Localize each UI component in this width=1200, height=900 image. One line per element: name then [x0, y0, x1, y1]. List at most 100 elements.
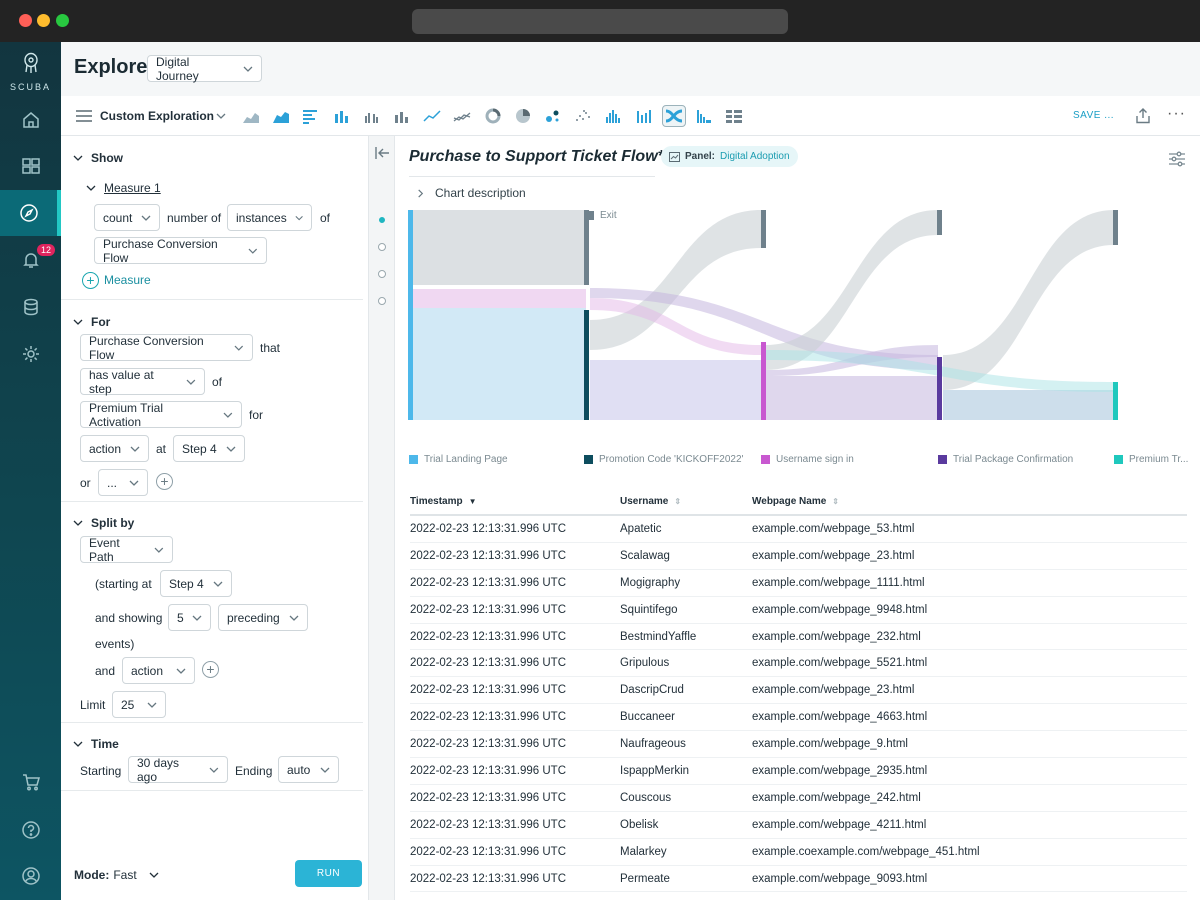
legend-item-username-sign-in[interactable]: Username sign in	[761, 454, 854, 465]
sankey-node-exit[interactable]	[937, 210, 942, 235]
collapse-panel-icon[interactable]	[375, 146, 391, 160]
table-row[interactable]: 2022-02-23 12:13:31.996 UTC Naufrageous ex…	[410, 731, 1187, 759]
sankey-node-exit[interactable]	[584, 210, 589, 285]
flow-link[interactable]	[943, 210, 1114, 390]
nav-explore[interactable]	[0, 190, 61, 236]
donut-chart-chart-type-button[interactable]	[481, 105, 505, 127]
column-header-username[interactable]: Username ⇕	[620, 496, 681, 507]
flow-link[interactable]	[413, 210, 586, 285]
table-row[interactable]: 2022-02-23 12:13:31.996 UTC Permeate examp…	[410, 866, 1187, 893]
or-value-select[interactable]: ...	[98, 469, 148, 496]
table-chart-type-button[interactable]	[722, 105, 746, 127]
more-options-button[interactable]: ···	[1167, 105, 1186, 122]
close-window-button[interactable]	[19, 14, 32, 27]
filter-step-select[interactable]: Step 4	[173, 435, 245, 462]
aggregate-select[interactable]: count	[94, 204, 160, 231]
bubble-chart-chart-type-button[interactable]	[541, 105, 565, 127]
time-section-header[interactable]: Time	[73, 737, 119, 751]
table-row[interactable]: 2022-02-23 12:13:31.996 UTC DascripCrud ex…	[410, 677, 1187, 705]
chevron-down-icon[interactable]	[216, 111, 226, 121]
limit-select[interactable]: 25	[112, 691, 166, 718]
sankey-node-exit[interactable]	[761, 210, 766, 248]
flow-link[interactable]	[943, 390, 1114, 420]
save-button[interactable]: SAVE ...	[1073, 110, 1115, 121]
time-end-select[interactable]: auto	[278, 756, 339, 783]
time-start-select[interactable]: 30 days ago	[128, 756, 228, 784]
histogram-chart-type-button[interactable]	[601, 105, 625, 127]
chart-description-toggle[interactable]: Chart description	[416, 186, 526, 200]
sankey-node-premium-trial[interactable]	[1113, 382, 1118, 420]
section-nav-dot[interactable]	[379, 217, 385, 223]
table-row[interactable]: 2022-02-23 12:13:31.996 UTC Squintifego ex…	[410, 597, 1187, 624]
column-header-webpage-name[interactable]: Webpage Name ⇕	[752, 496, 839, 507]
stacked-area-chart-type-button[interactable]	[269, 105, 293, 127]
nav-settings[interactable]	[0, 331, 61, 377]
split-start-step-select[interactable]: Step 4	[160, 570, 232, 597]
table-row[interactable]: 2022-02-23 12:13:31.996 UTC Obelisk exampl…	[410, 812, 1187, 839]
share-icon[interactable]	[1134, 107, 1152, 125]
nav-profile[interactable]	[0, 853, 61, 899]
table-row[interactable]: 2022-02-23 12:13:31.996 UTC Apatetic examp…	[410, 516, 1187, 543]
mode-select[interactable]: Mode: Fast	[74, 868, 159, 882]
flow-link[interactable]	[590, 360, 761, 420]
section-nav-dot[interactable]	[378, 297, 386, 305]
flow-link[interactable]	[590, 360, 761, 420]
sankey-node-exit[interactable]	[1113, 210, 1118, 245]
table-row[interactable]: 2022-02-23 12:13:31.996 UTC Gripulous exam…	[410, 650, 1187, 678]
section-nav-dot[interactable]	[378, 270, 386, 278]
legend-item-trial-landing-page[interactable]: Trial Landing Page	[409, 454, 508, 465]
horizontal-bar-chart-type-button[interactable]	[299, 105, 323, 127]
flow-link[interactable]	[413, 308, 586, 420]
table-row[interactable]: 2022-02-23 12:13:31.996 UTC IspappMerkin e…	[410, 758, 1187, 785]
condition-select[interactable]: has value at step	[80, 368, 205, 396]
filter-flow-select[interactable]: Purchase Conversion Flow	[80, 334, 253, 362]
flow-link[interactable]	[943, 390, 1114, 420]
sankey-flow-chart-type-button[interactable]	[661, 105, 686, 127]
area-chart-chart-type-button[interactable]	[239, 105, 263, 127]
nav-marketplace[interactable]	[0, 759, 61, 805]
nav-alerts[interactable]: 12	[0, 237, 61, 283]
bar-chart-chart-type-button[interactable]	[330, 105, 354, 127]
split-property-select[interactable]: action	[122, 657, 195, 684]
split-direction-select[interactable]: preceding	[218, 604, 308, 631]
minimize-window-button[interactable]	[37, 14, 50, 27]
scuba-logo[interactable]: SCUBA	[0, 52, 61, 92]
chart-title[interactable]: Purchase to Support Ticket Flow*	[409, 148, 664, 165]
add-measure-button[interactable]: Measure	[104, 273, 151, 287]
sankey-node-trial-landing-page[interactable]	[408, 210, 413, 420]
dataset-select[interactable]: Digital Journey	[147, 55, 262, 83]
add-measure-icon[interactable]: +	[82, 272, 99, 289]
legend-item-promotion-code[interactable]: Promotion Code 'KICKOFF2022'	[584, 454, 743, 465]
sliders-icon[interactable]	[1168, 151, 1186, 167]
legend-item-premium-trial[interactable]: Premium Tr...	[1114, 454, 1188, 465]
step-value-select[interactable]: Premium Trial Activation	[80, 401, 242, 429]
measure-toggle[interactable]: Measure 1	[86, 181, 161, 195]
legend-item-exit[interactable]: Exit	[585, 210, 617, 221]
sankey-node-username-sign-in[interactable]	[761, 342, 766, 420]
distribution-chart-type-button[interactable]	[692, 105, 716, 127]
table-row[interactable]: 2022-02-23 12:13:31.996 UTC Mogigraphy exa…	[410, 570, 1187, 597]
flow-link[interactable]	[590, 298, 761, 355]
timeline-bar-chart-type-button[interactable]	[632, 105, 656, 127]
stacked-bar-chart-type-button[interactable]	[390, 105, 414, 127]
flow-link[interactable]	[766, 376, 938, 420]
add-filter-icon[interactable]: +	[156, 473, 173, 490]
address-bar[interactable]	[412, 9, 788, 34]
sankey-node-promotion-code[interactable]	[584, 310, 589, 420]
pie-chart-chart-type-button[interactable]	[511, 105, 535, 127]
table-row[interactable]: 2022-02-23 12:13:31.996 UTC Buccaneer exam…	[410, 704, 1187, 732]
exploration-name[interactable]: Custom Exploration	[100, 109, 215, 123]
show-section-header[interactable]: Show	[73, 151, 123, 165]
flow-link[interactable]	[413, 289, 586, 308]
grouped-bar-chart-type-button[interactable]	[360, 105, 384, 127]
table-row[interactable]: 2022-02-23 12:13:31.996 UTC Scalawag examp…	[410, 543, 1187, 570]
line-chart-chart-type-button[interactable]	[420, 105, 444, 127]
filter-property-select[interactable]: action	[80, 435, 149, 462]
sankey-node-trial-package-confirmation[interactable]	[937, 357, 942, 420]
flow-link[interactable]	[590, 210, 761, 350]
flow-link[interactable]	[590, 288, 938, 370]
multi-line-chart-type-button[interactable]	[450, 105, 474, 127]
panel-chip[interactable]: Panel: Digital Adoption	[661, 146, 798, 167]
table-row[interactable]: 2022-02-23 12:13:31.996 UTC BestmindYaffl…	[410, 624, 1187, 651]
add-split-property-icon[interactable]: +	[202, 661, 219, 678]
